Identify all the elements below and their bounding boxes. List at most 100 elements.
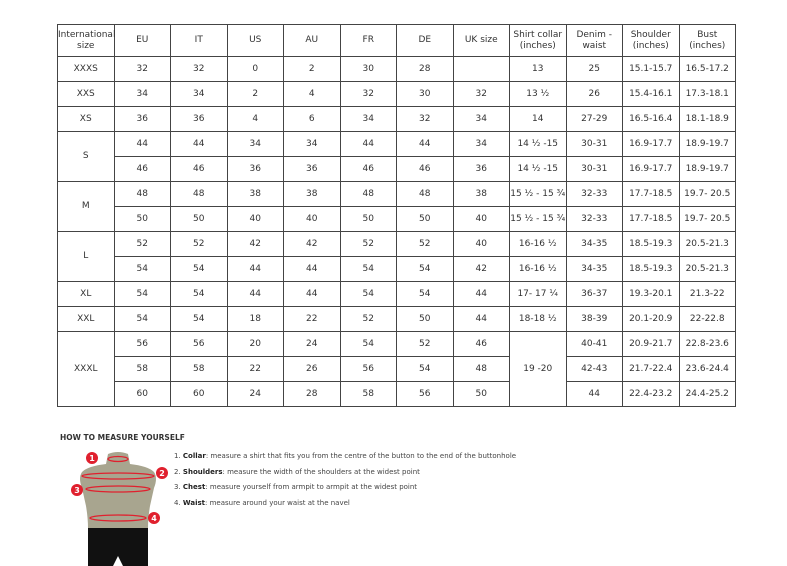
size-cell: 16-16 ½ <box>509 256 567 282</box>
size-cell: 40 <box>283 206 341 232</box>
size-cell: 0 <box>226 56 284 82</box>
size-cell: 52 <box>339 306 397 332</box>
size-cell: 50 <box>170 206 228 232</box>
size-cell: 34 <box>452 106 510 132</box>
column-header: AU <box>283 24 341 57</box>
size-cell: 54 <box>113 281 171 307</box>
size-cell: 54 <box>113 306 171 332</box>
size-cell: 52 <box>113 231 171 257</box>
size-cell: 32 <box>452 81 510 107</box>
size-cell: 15.4-16.1 <box>622 81 680 107</box>
size-cell: 30 <box>396 81 454 107</box>
size-cell: 50 <box>452 381 510 407</box>
size-cell: 44 <box>452 306 510 332</box>
size-cell: 6 <box>283 106 341 132</box>
table-row: XS 36 36 4 6 34 32 34 14 27-29 16.5-16.4 18.1-18.9 <box>57 106 736 132</box>
size-cell: 21.3-22 <box>678 281 736 307</box>
size-cell: 50 <box>339 206 397 232</box>
international-size-cell: S <box>57 131 115 182</box>
size-cell: 38-39 <box>565 306 623 332</box>
column-header: Shoulder (inches) <box>622 24 680 57</box>
size-cell: 42 <box>452 256 510 282</box>
size-cell: 34 <box>113 81 171 107</box>
size-cell: 22-22.8 <box>678 306 736 332</box>
size-cell: 44 <box>396 131 454 157</box>
table-row: XXXL 56 56 20 24 54 52 46 19 -20 40-41 20.9-21.7 22… <box>57 331 736 407</box>
size-cell: 50 <box>396 306 454 332</box>
size-cell: 20 <box>226 331 284 357</box>
shorts <box>88 528 148 566</box>
size-cell: 44 <box>339 131 397 157</box>
measurement-figure: 1 2 3 4 <box>71 452 168 566</box>
size-cell: 42-43 <box>565 356 623 382</box>
size-cell: 32 <box>113 56 171 82</box>
size-cell: 20.5-21.3 <box>678 256 736 282</box>
size-cell <box>452 56 510 82</box>
column-header: IT <box>170 24 228 57</box>
marker-icons <box>71 452 168 524</box>
marker-3: 3 <box>74 486 80 495</box>
size-cell: 14 ½ -15 <box>509 131 567 157</box>
size-cell: 19.7- 20.5 <box>678 206 736 232</box>
size-cell: 18 <box>226 306 284 332</box>
size-cell: 54 <box>339 256 397 282</box>
size-cell: 58 <box>113 356 171 382</box>
size-cell: 54 <box>396 256 454 282</box>
size-cell: 14 <box>509 106 567 132</box>
table-row: XXXS 32 32 0 2 30 28 13 25 15.1-15.7 16.5-17.2 <box>57 56 736 82</box>
size-cell: 28 <box>396 56 454 82</box>
size-cell: 40 <box>452 231 510 257</box>
size-cell: 44 <box>565 381 623 407</box>
size-cell: 16.5-16.4 <box>622 106 680 132</box>
size-cell: 46 <box>339 156 397 182</box>
international-size-cell: M <box>57 181 115 232</box>
size-cell: 30 <box>339 56 397 82</box>
size-cell: 20.9-21.7 <box>622 331 680 357</box>
size-cell: 20.1-20.9 <box>622 306 680 332</box>
size-cell: 48 <box>339 181 397 207</box>
size-cell: 27-29 <box>565 106 623 132</box>
size-cell: 48 <box>113 181 171 207</box>
size-cell: 21.7-22.4 <box>622 356 680 382</box>
column-header: UK size <box>452 24 510 57</box>
table-row: 50 50 40 40 50 50 40 15 ½ - 15 ¾ 32-33 17.7-18.5 1… <box>58 206 736 232</box>
size-cell: 17.3-18.1 <box>678 81 736 107</box>
table-row: S 44 44 34 34 44 44 34 14 ½ -15 30-31 16.9-17.7 18.… <box>57 131 736 182</box>
size-cell: 36 <box>226 156 284 182</box>
column-header: US <box>226 24 284 57</box>
size-cell: 36-37 <box>565 281 623 307</box>
size-cell: 17.7-18.5 <box>622 181 680 207</box>
size-cell: 56 <box>339 356 397 382</box>
how-to-measure-title: HOW TO MEASURE YOURSELF <box>60 433 185 442</box>
size-cell: 54 <box>170 256 228 282</box>
size-cell: 54 <box>339 281 397 307</box>
size-cell: 48 <box>170 181 228 207</box>
size-cell: 26 <box>283 356 341 382</box>
size-cell: 56 <box>170 331 228 357</box>
size-cell: 44 <box>452 281 510 307</box>
international-size-cell: XXXL <box>57 331 115 407</box>
table-row: XL 54 54 44 44 54 54 44 17- 17 ¼ 36-37 19.3-20.1 21… <box>57 281 736 307</box>
size-cell: 60 <box>113 381 171 407</box>
size-cell: 20.5-21.3 <box>678 231 736 257</box>
size-cell: 24.4-25.2 <box>678 381 736 407</box>
size-cell: 2 <box>283 56 341 82</box>
size-cell: 46 <box>113 156 171 182</box>
size-cell: 32 <box>396 106 454 132</box>
step-waist: 4. Waist: measure around your waist at t… <box>174 498 350 507</box>
step-chest: 3. Chest: measure yourself from armpit t… <box>174 483 418 491</box>
size-cell: 44 <box>226 281 284 307</box>
size-cell: 19.7- 20.5 <box>678 181 736 207</box>
table-row: XXS 34 34 2 4 32 30 32 13 ½ 26 15.4-16.1 17.3-18.1 <box>57 81 736 107</box>
size-cell: 30-31 <box>565 131 623 157</box>
international-size-cell: XXS <box>57 81 115 107</box>
column-header: EU <box>113 24 171 57</box>
size-cell: 4 <box>283 81 341 107</box>
size-cell: 16.9-17.7 <box>622 156 680 182</box>
size-cell: 18-18 ½ <box>509 306 567 332</box>
size-cell: 34-35 <box>565 231 623 257</box>
size-cell: 36 <box>452 156 510 182</box>
size-cell: 56 <box>396 381 454 407</box>
size-cell: 44 <box>170 131 228 157</box>
size-cell: 38 <box>226 181 284 207</box>
